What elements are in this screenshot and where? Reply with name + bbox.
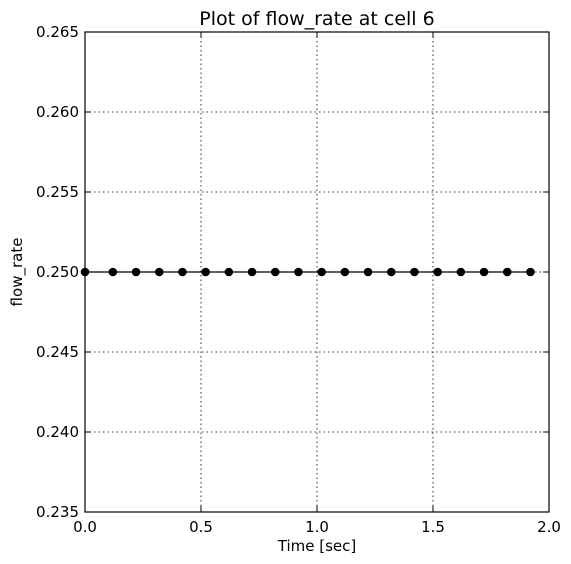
y-axis-label: flow_rate (8, 238, 27, 307)
y-tick-label: 0.255 (36, 183, 79, 201)
x-tick-label: 1.0 (305, 518, 329, 536)
data-point (294, 267, 303, 277)
data-point (526, 267, 535, 277)
data-point (178, 267, 187, 277)
y-tick-label: 0.240 (36, 423, 79, 441)
series-layer (80, 267, 535, 277)
data-point (154, 267, 164, 277)
ticks (84, 31, 550, 513)
data-point (363, 267, 373, 277)
data-point (340, 267, 350, 277)
data-point (410, 267, 419, 277)
chart-title: Plot of flow_rate at cell 6 (199, 8, 434, 30)
data-point (317, 267, 326, 277)
data-point (479, 267, 489, 277)
y-tick-label: 0.245 (36, 343, 79, 361)
y-tick-label: 0.260 (36, 103, 79, 121)
x-axis-label: Time [sec] (277, 537, 356, 555)
data-point (270, 267, 280, 277)
y-tick-label: 0.250 (36, 263, 79, 281)
data-point (386, 267, 396, 277)
y-tick-label: 0.265 (36, 23, 79, 41)
data-point (502, 267, 512, 277)
data-point (201, 267, 210, 277)
data-point (108, 267, 118, 277)
x-tick-label: 2.0 (537, 518, 561, 536)
x-tick-label: 0.0 (73, 518, 97, 536)
data-point (433, 267, 442, 277)
tick-labels: 0.0 0.5 1.0 1.5 2.0 0.235 0.240 0.245 0.250 0.255… (36, 23, 561, 536)
data-point (456, 267, 466, 277)
data-point (224, 267, 234, 277)
x-tick-label: 1.5 (421, 518, 445, 536)
data-point (247, 267, 257, 277)
y-tick-label: 0.235 (36, 503, 79, 521)
x-tick-label: 0.5 (189, 518, 213, 536)
data-point (131, 267, 141, 277)
